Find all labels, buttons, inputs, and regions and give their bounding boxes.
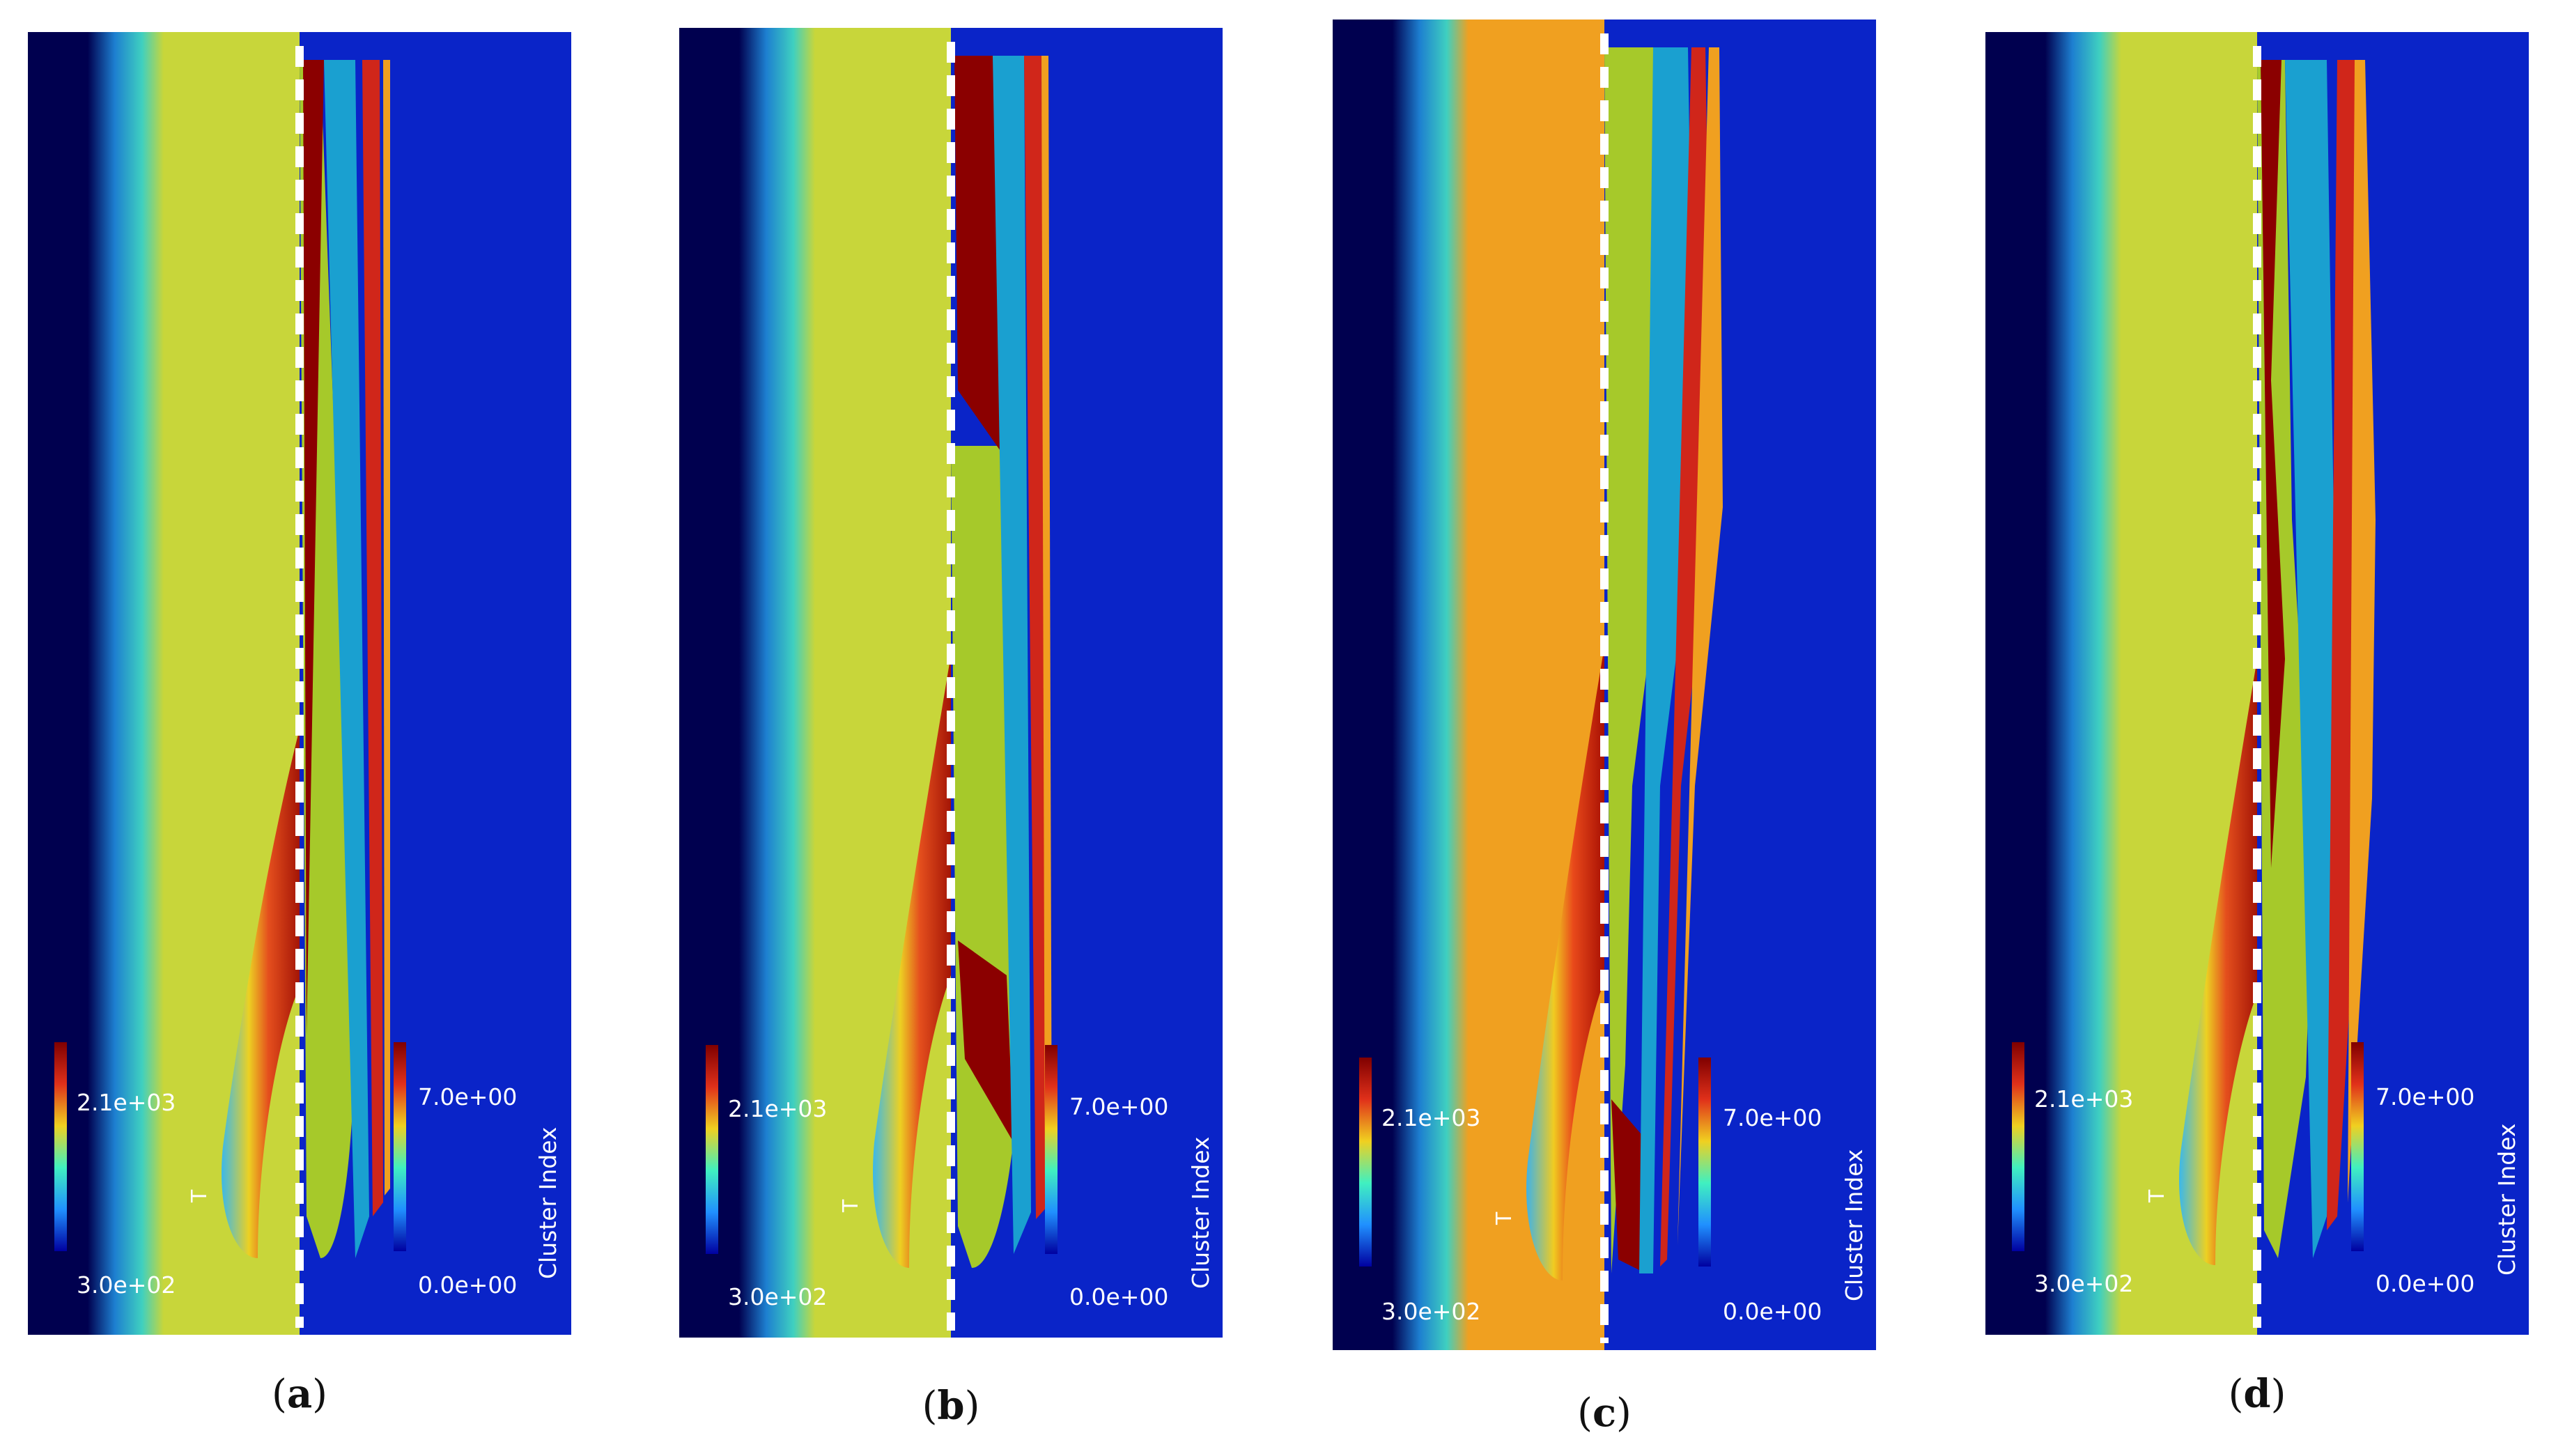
panel-d: 2.1e+03 3.0e+02 T 7.0e+00 0.0e+00 Cluste… (1985, 32, 2529, 1335)
c-max-label: 7.0e+00 (418, 1083, 518, 1110)
c-colorbar-title: Cluster Index (1841, 1149, 1868, 1301)
t-min-label: 3.0e+02 (2034, 1270, 2134, 1297)
flame-field-d (1985, 32, 2529, 1335)
t-max-label: 2.1e+03 (1381, 1104, 1481, 1131)
cluster-colorbar (1045, 1045, 1057, 1254)
t-colorbar (706, 1045, 718, 1254)
t-min-label: 3.0e+02 (1381, 1298, 1481, 1325)
t-min-label: 3.0e+02 (728, 1283, 828, 1310)
flame-field-b (679, 28, 1223, 1338)
caption-a: (a) (271, 1371, 327, 1417)
t-colorbar-title: T (1492, 1211, 1517, 1225)
t-colorbar-title: T (2145, 1189, 2169, 1202)
c-min-label: 0.0e+00 (1069, 1283, 1169, 1310)
flame-field-c (1333, 20, 1876, 1350)
panel-c: 2.1e+03 3.0e+02 T 7.0e+00 0.0e+00 Cluste… (1333, 20, 1876, 1350)
caption-letter: c (1592, 1390, 1617, 1436)
flame-field-a (28, 32, 571, 1335)
c-min-label: 0.0e+00 (418, 1271, 518, 1299)
caption-b: (b) (922, 1383, 980, 1429)
panel-a: 2.1e+03 3.0e+02 T 7.0e+00 0.0e+00 Cluste… (28, 32, 571, 1335)
t-colorbar-title: T (839, 1199, 863, 1212)
cluster-colorbar (1698, 1058, 1711, 1267)
c-max-label: 7.0e+00 (1723, 1104, 1822, 1131)
panel-b: 2.1e+03 3.0e+02 T 7.0e+00 0.0e+00 Cluste… (679, 28, 1223, 1338)
cluster-colorbar (394, 1042, 406, 1251)
c-max-label: 7.0e+00 (1069, 1093, 1169, 1120)
t-colorbar-title: T (187, 1189, 212, 1202)
cluster-colorbar (2351, 1042, 2364, 1251)
c-colorbar-title: Cluster Index (2493, 1123, 2520, 1276)
c-max-label: 7.0e+00 (2376, 1083, 2475, 1110)
c-colorbar-title: Cluster Index (534, 1126, 561, 1279)
caption-letter: b (937, 1383, 965, 1429)
caption-d: (d) (2228, 1371, 2286, 1417)
t-max-label: 2.1e+03 (728, 1095, 828, 1122)
t-colorbar (54, 1042, 67, 1251)
t-min-label: 3.0e+02 (77, 1271, 176, 1299)
t-max-label: 2.1e+03 (2034, 1085, 2134, 1113)
t-colorbar (1359, 1058, 1372, 1267)
c-min-label: 0.0e+00 (2376, 1270, 2475, 1297)
caption-c: (c) (1577, 1390, 1632, 1436)
caption-letter: d (2243, 1371, 2271, 1417)
t-max-label: 2.1e+03 (77, 1089, 176, 1116)
c-colorbar-title: Cluster Index (1187, 1136, 1214, 1289)
t-colorbar (2012, 1042, 2024, 1251)
caption-letter: a (286, 1371, 313, 1417)
c-min-label: 0.0e+00 (1723, 1298, 1822, 1325)
